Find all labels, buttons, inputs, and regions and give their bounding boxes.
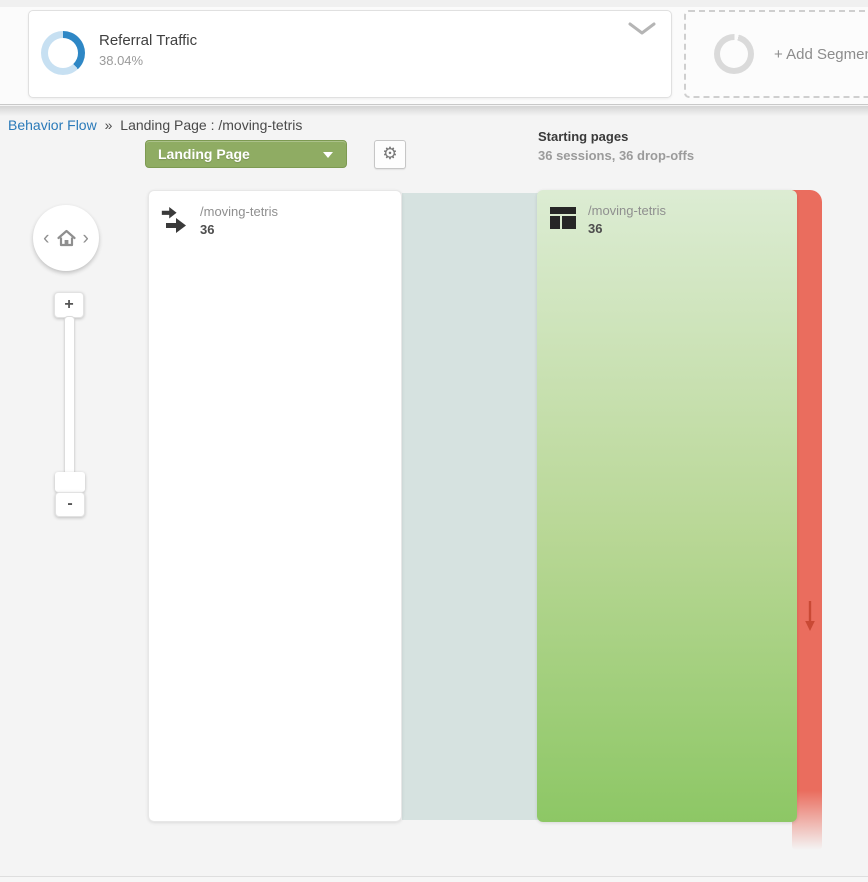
breadcrumb: Behavior Flow » Landing Page : /moving-t… <box>8 117 302 133</box>
add-segment-label: + Add Segment <box>774 45 868 63</box>
breadcrumb-link-behavior-flow[interactable]: Behavior Flow <box>8 117 97 133</box>
segment-percent: 38.04% <box>99 53 144 68</box>
home-icon[interactable] <box>56 228 77 248</box>
top-shadow <box>0 106 868 116</box>
dropoff-band <box>792 190 822 850</box>
dimension-label: Landing Page <box>158 146 250 162</box>
segment-text: Referral Traffic 38.04% <box>99 32 197 68</box>
starting-pages-title: Starting pages <box>538 129 629 144</box>
merge-arrows-icon <box>161 207 186 233</box>
breadcrumb-separator: » <box>104 117 113 133</box>
starting-pages-header: Starting pages 36 sessions, 36 drop-offs <box>538 129 694 163</box>
dropoff-arrow-icon <box>805 601 815 631</box>
node-page-label: /moving-tetris <box>200 204 279 219</box>
landing-node-card[interactable]: /moving-tetris 36 <box>537 190 797 822</box>
start-node-card[interactable]: /moving-tetris 36 <box>148 190 402 822</box>
zoom-slider[interactable] <box>64 316 75 476</box>
segments-bar: Referral Traffic 38.04% + Add Segment <box>0 7 868 105</box>
node-value: 36 <box>200 222 215 237</box>
flow-home-navigation[interactable]: ‹ › <box>33 205 99 271</box>
node-page-label: /moving-tetris <box>588 203 667 218</box>
dropdown-arrow-icon <box>323 152 333 158</box>
add-segment-donut-icon <box>714 34 754 74</box>
bottom-divider <box>0 876 868 877</box>
dimension-dropdown[interactable]: Landing Page <box>145 140 347 168</box>
top-strip <box>0 0 868 7</box>
sessions-dropoffs-subtitle: 36 sessions, 36 drop-offs <box>538 148 695 163</box>
zoom-slider-handle[interactable] <box>55 472 85 492</box>
flow-connection-band <box>402 193 538 820</box>
bottom-padding <box>0 877 868 882</box>
breadcrumb-current: Landing Page : /moving-tetris <box>120 117 303 133</box>
flow-area: Behavior Flow » Landing Page : /moving-t… <box>0 106 868 882</box>
node-value: 36 <box>588 221 603 236</box>
chevron-right-icon[interactable]: › <box>82 227 89 249</box>
start-node-text: /moving-tetris 36 <box>200 204 278 237</box>
start-node-content: /moving-tetris 36 <box>149 191 401 250</box>
gear-icon: ⚙ <box>382 144 398 164</box>
segment-name: Referral Traffic <box>99 32 198 49</box>
page-layout-icon <box>550 207 576 229</box>
landing-node-content: /moving-tetris 36 <box>537 190 797 249</box>
add-segment-button[interactable]: + Add Segment <box>684 10 868 98</box>
chevron-left-icon[interactable]: ‹ <box>43 227 50 249</box>
landing-node-text: /moving-tetris 36 <box>588 203 666 236</box>
segment-card[interactable]: Referral Traffic 38.04% <box>28 10 672 98</box>
zoom-in-button[interactable]: + <box>54 292 84 318</box>
segment-donut-chart <box>41 31 85 75</box>
chevron-down-icon[interactable] <box>627 21 657 37</box>
settings-button[interactable]: ⚙ <box>374 140 406 169</box>
zoom-out-button[interactable]: - <box>55 492 85 517</box>
